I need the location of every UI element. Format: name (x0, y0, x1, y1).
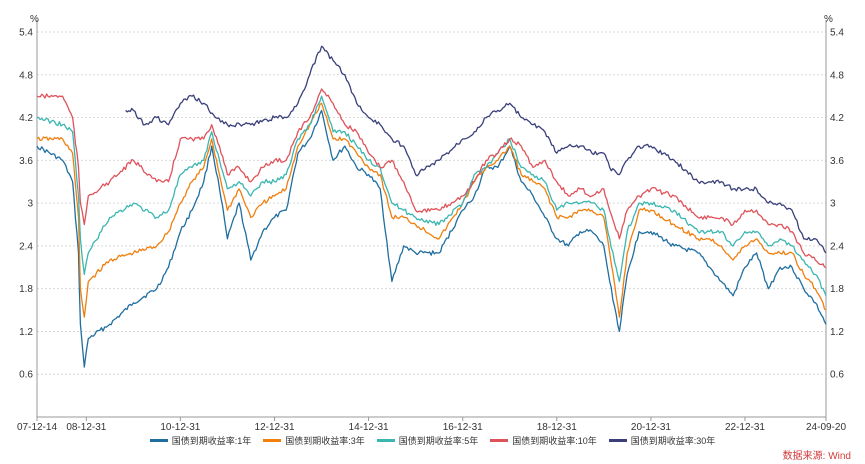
series-lines (36, 45, 827, 368)
legend-item: 国债到期收益率:10年 (490, 434, 597, 447)
legend-label: 国债到期收益率:1年 (171, 436, 252, 446)
x-tick-label: 07-12-14 (17, 422, 57, 430)
y-tick-label-right: 0.6 (830, 370, 844, 381)
y-tick-label-right: 3 (830, 199, 836, 210)
y-tick-label-left: 2.4 (19, 241, 33, 252)
x-tick-label: 14-12-31 (349, 422, 389, 430)
x-tick-label: 08-12-31 (66, 422, 106, 430)
y-tick-label-right: 4.8 (830, 70, 844, 81)
y-axis-left: 5.4 4.8 4.2 3.6 3 2.4 1.8 1.2 0.6 (19, 20, 38, 417)
x-axis: 07-12-14 08-12-31 10-12-31 12-12-31 14-12-31… (17, 416, 846, 430)
y-tick-label-left: 4.8 (19, 70, 33, 81)
y-tick-label-left: 5.4 (19, 28, 33, 39)
y-tick-label-left: 1.2 (19, 327, 33, 338)
legend-item: 国债到期收益率:1年 (149, 434, 252, 447)
y-tick-label-left: 3 (27, 199, 33, 210)
series-line-4 (36, 88, 827, 268)
series-line-2 (36, 102, 827, 318)
y-tick-label-right: 2.4 (830, 241, 844, 252)
x-tick-label: 12-12-31 (255, 422, 295, 430)
y-tick-label-right: 5.4 (830, 28, 844, 39)
legend-swatch (608, 439, 627, 442)
legend-swatch (149, 439, 168, 442)
y-tick-label-right: 4.2 (830, 113, 844, 124)
y-tick-label-right: 3.6 (830, 156, 844, 167)
x-tick-label: 20-12-31 (631, 422, 671, 430)
y-axis-right: 5.4 4.8 4.2 3.6 3 2.4 1.8 1.2 0.6 (825, 20, 844, 417)
legend-label: 国债到期收益率:3年 (285, 436, 365, 446)
y-tick-label-left: 0.6 (19, 370, 33, 381)
data-source: 数据来源: Wind (782, 451, 851, 462)
y-unit-right: % (824, 14, 833, 25)
y-tick-label-left: 1.8 (19, 284, 33, 295)
legend-item: 国债到期收益率:30年 (608, 434, 716, 447)
x-tick-label: 24-09-20 (806, 422, 846, 430)
yield-chart: 5.4 4.8 4.2 3.6 3 2.4 1.8 1.2 0.6 5.4 4.8 4.2 3.6 3 2… (17, 14, 846, 430)
legend-label: 国债到期收益率:30年 (630, 436, 716, 446)
y-tick-label-right: 1.8 (830, 284, 844, 295)
series-line-1 (36, 109, 827, 368)
x-tick-label: 10-12-31 (160, 422, 200, 430)
series-line-3 (36, 95, 827, 297)
legend-label: 国债到期收益率:5年 (398, 436, 479, 446)
y-tick-label-right: 1.2 (830, 327, 844, 338)
x-tick-label: 18-12-31 (537, 422, 577, 430)
legend-swatch (263, 439, 282, 442)
gridlines (37, 31, 826, 375)
legend-item: 国债到期收益率:3年 (263, 434, 365, 447)
y-unit-left: % (30, 14, 39, 25)
legend-swatch (376, 439, 395, 442)
y-tick-label-left: 4.2 (19, 113, 33, 124)
legend-item: 国债到期收益率:5年 (376, 434, 479, 447)
legend: 国债到期收益率:1年 国债到期收益率:3年 国债到期收益率:5年 国债到期收益率:10… (0, 434, 865, 447)
legend-label: 国债到期收益率:10年 (512, 436, 597, 446)
series-line-5 (125, 45, 827, 254)
legend-swatch (490, 439, 509, 442)
x-tick-label: 16-12-31 (443, 422, 483, 430)
y-tick-label-left: 3.6 (19, 156, 33, 167)
x-tick-label: 22-12-31 (725, 422, 765, 430)
